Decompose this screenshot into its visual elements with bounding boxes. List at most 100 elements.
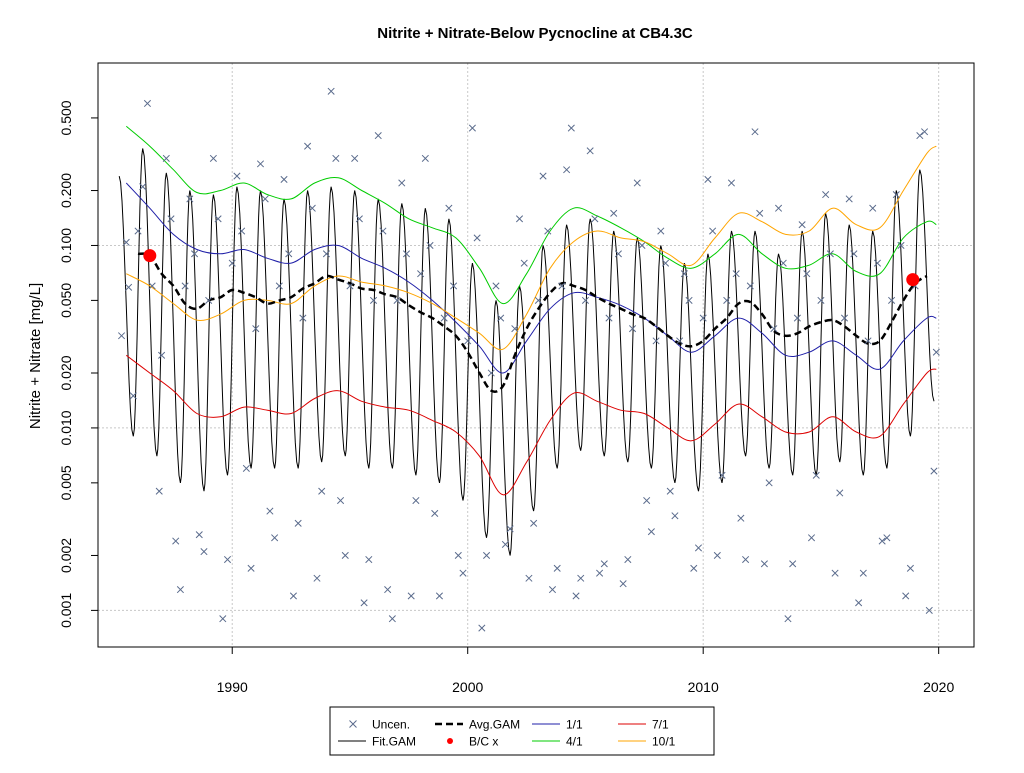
y-tick-label: 0.100 xyxy=(58,228,74,263)
series-lines xyxy=(118,125,937,556)
legend-label: Uncen. xyxy=(372,718,410,732)
observation-x-marker xyxy=(906,564,914,572)
observation-x-marker xyxy=(440,314,448,322)
observation-x-marker xyxy=(195,531,203,539)
observation-x-marker xyxy=(803,270,811,278)
observation-x-marker xyxy=(897,241,905,250)
observation-x-marker xyxy=(930,467,938,475)
observation-x-marker xyxy=(548,586,557,594)
observation-x-marker xyxy=(647,528,655,536)
observation-x-marker xyxy=(614,250,622,258)
observation-x-marker xyxy=(346,282,354,290)
observation-x-marker xyxy=(789,560,797,568)
observation-x-marker xyxy=(572,592,580,600)
observation-x-marker xyxy=(690,564,698,572)
observation-x-marker xyxy=(459,569,467,577)
y-tick-label: 0.010 xyxy=(58,410,74,445)
observation-x-marker xyxy=(520,259,528,267)
observation-x-marker xyxy=(294,519,302,527)
observation-x-marker xyxy=(577,574,585,582)
observation-x-marker xyxy=(299,314,307,322)
observation-x-marker xyxy=(671,512,679,520)
observation-x-marker xyxy=(779,259,787,267)
observation-x-marker xyxy=(812,471,820,479)
observation-x-marker xyxy=(718,471,726,479)
observation-x-marker xyxy=(261,195,269,203)
observation-x-marker xyxy=(407,592,415,600)
observation-x-marker xyxy=(643,496,651,505)
y-axis: 0.001 0.002 0.005 0.010 0.020 0.050 0.100 0.200… xyxy=(58,100,99,628)
series-line-1-1 xyxy=(125,182,937,374)
observation-x-marker xyxy=(435,592,444,600)
legend-label: Fit.GAM xyxy=(372,735,416,749)
observation-x-marker xyxy=(482,551,491,560)
observation-x-marker xyxy=(765,479,773,487)
legend-label: 4/1 xyxy=(566,735,583,749)
observation-x-marker xyxy=(845,195,853,203)
observation-x-marker xyxy=(167,215,175,223)
observation-x-marker xyxy=(162,154,170,162)
x-tick-label: 2010 xyxy=(688,679,719,695)
observation-x-marker xyxy=(596,569,604,577)
observation-x-marker xyxy=(426,241,434,250)
observation-x-marker xyxy=(492,282,500,290)
observation-x-marker xyxy=(384,586,392,594)
observation-x-marker xyxy=(563,166,571,174)
observation-x-marker xyxy=(840,314,849,322)
y-axis-label: Nitrite + Nitrate [mg/L] xyxy=(27,283,44,429)
bc-point xyxy=(143,249,157,263)
observation-x-marker xyxy=(280,175,288,184)
observation-x-marker xyxy=(393,296,401,304)
observation-x-marker xyxy=(379,227,387,235)
observation-x-marker xyxy=(313,574,321,582)
observation-x-marker xyxy=(252,325,260,333)
legend-swatch-dot xyxy=(447,738,453,744)
observation-x-marker xyxy=(855,599,863,607)
observation-x-marker xyxy=(205,296,213,304)
y-tick-label: 0.005 xyxy=(58,465,74,500)
observation-x-marker xyxy=(238,227,246,235)
observation-x-marker xyxy=(553,564,561,572)
chart-title: Nitrite + Nitrate-Below Pycnocline at CB… xyxy=(377,25,693,42)
observation-x-marker xyxy=(793,314,801,322)
observation-x-marker xyxy=(228,259,236,267)
observation-x-marker xyxy=(125,283,133,291)
observation-x-marker xyxy=(676,337,684,345)
observation-x-marker xyxy=(497,314,505,322)
observation-x-marker xyxy=(916,132,924,140)
observation-x-marker xyxy=(836,489,844,497)
observation-x-marker xyxy=(600,560,608,568)
observation-x-marker xyxy=(155,487,163,495)
observation-x-marker xyxy=(850,250,858,258)
observation-x-marker xyxy=(318,487,326,495)
observation-x-marker xyxy=(266,507,274,515)
observation-x-marker xyxy=(473,234,481,242)
observation-x-marker xyxy=(478,624,486,632)
observation-x-marker xyxy=(666,487,674,495)
observation-x-marker xyxy=(176,586,184,594)
observation-x-marker xyxy=(610,209,618,217)
observation-x-marker xyxy=(760,560,768,568)
observation-x-marker xyxy=(534,296,542,304)
observation-x-marker xyxy=(223,555,232,564)
bc-points xyxy=(143,249,920,287)
observation-x-marker xyxy=(445,204,453,212)
series-line-7-1 xyxy=(125,354,937,496)
legend-label: 1/1 xyxy=(566,718,583,732)
observation-x-marker xyxy=(694,544,703,552)
observation-x-marker xyxy=(355,215,363,223)
observation-x-marker xyxy=(511,325,519,333)
observation-x-marker xyxy=(807,534,816,542)
observation-x-marker xyxy=(190,250,199,258)
observation-x-marker xyxy=(704,175,712,184)
observation-x-marker xyxy=(619,580,627,588)
series-line-10-1 xyxy=(126,145,937,351)
observation-x-marker xyxy=(883,534,891,542)
observation-x-marker xyxy=(873,259,882,267)
series-line-4-1 xyxy=(125,125,937,305)
observation-x-marker xyxy=(525,574,533,582)
observation-x-marker xyxy=(143,99,152,108)
observation-x-marker xyxy=(732,270,740,278)
observation-x-marker xyxy=(878,537,886,545)
observation-x-marker xyxy=(826,250,834,258)
